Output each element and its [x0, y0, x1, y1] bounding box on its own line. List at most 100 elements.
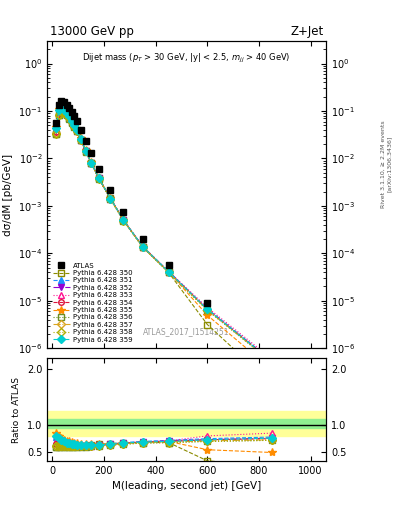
Pythia 6.428 355 — [84, 147, 88, 153]
Line: Pythia 6.428 358: Pythia 6.428 358 — [53, 109, 275, 365]
Pythia 6.428 355 — [72, 121, 77, 127]
Pythia 6.428 353 — [75, 128, 79, 134]
Pythia 6.428 359 — [69, 118, 74, 124]
Pythia 6.428 351 — [205, 306, 210, 312]
Pythia 6.428 354 — [57, 111, 61, 117]
Pythia 6.428 354 — [54, 129, 59, 135]
Pythia 6.428 350 — [140, 244, 145, 250]
Pythia 6.428 353 — [205, 305, 210, 311]
Pythia 6.428 353 — [108, 196, 113, 202]
Pythia 6.428 351 — [64, 110, 69, 116]
Pythia 6.428 352 — [166, 268, 171, 274]
Line: Pythia 6.428 354: Pythia 6.428 354 — [53, 108, 275, 364]
Pythia 6.428 351 — [270, 357, 274, 364]
Pythia 6.428 354 — [75, 128, 79, 134]
Pythia 6.428 353 — [84, 148, 88, 155]
Pythia 6.428 353 — [62, 109, 66, 115]
Line: Pythia 6.428 352: Pythia 6.428 352 — [53, 106, 275, 364]
Pythia 6.428 352 — [64, 111, 69, 117]
Pythia 6.428 359 — [205, 306, 210, 312]
Pythia 6.428 351 — [84, 148, 88, 154]
Pythia 6.428 353 — [69, 119, 74, 125]
Pythia 6.428 355 — [67, 113, 72, 119]
Pythia 6.428 356 — [89, 160, 94, 166]
Pythia 6.428 354 — [78, 137, 83, 143]
Pythia 6.428 358 — [270, 359, 274, 366]
Pythia 6.428 356 — [121, 218, 126, 224]
Pythia 6.428 353 — [121, 217, 126, 223]
Pythia 6.428 350 — [78, 137, 83, 143]
Pythia 6.428 355 — [205, 312, 210, 318]
Pythia 6.428 357 — [89, 160, 94, 166]
ATLAS — [75, 118, 79, 124]
Pythia 6.428 353 — [89, 160, 94, 166]
Pythia 6.428 359 — [54, 125, 59, 131]
Pythia 6.428 358 — [62, 110, 66, 116]
Pythia 6.428 351 — [75, 127, 79, 134]
Pythia 6.428 351 — [67, 114, 72, 120]
Pythia 6.428 350 — [166, 269, 171, 275]
Pythia 6.428 355 — [57, 106, 61, 113]
Pythia 6.428 358 — [166, 269, 171, 275]
Pythia 6.428 355 — [108, 195, 113, 201]
Pythia 6.428 358 — [75, 128, 79, 134]
Pythia 6.428 355 — [78, 135, 83, 141]
Pythia 6.428 358 — [69, 119, 74, 125]
Pythia 6.428 357 — [78, 137, 83, 143]
ATLAS — [57, 102, 61, 108]
Pythia 6.428 352 — [205, 306, 210, 312]
Pythia 6.428 356 — [166, 269, 171, 275]
Text: [arXiv:1306.3436]: [arXiv:1306.3436] — [387, 136, 391, 192]
Pythia 6.428 355 — [140, 244, 145, 250]
Pythia 6.428 350 — [205, 322, 210, 328]
Pythia 6.428 357 — [62, 109, 66, 115]
Pythia 6.428 354 — [64, 112, 69, 118]
Pythia 6.428 357 — [75, 127, 79, 134]
Pythia 6.428 354 — [59, 108, 64, 114]
Pythia 6.428 355 — [69, 117, 74, 123]
Pythia 6.428 355 — [270, 367, 274, 373]
Pythia 6.428 356 — [84, 149, 88, 155]
Pythia 6.428 353 — [64, 111, 69, 117]
Pythia 6.428 357 — [72, 123, 77, 130]
ATLAS — [78, 127, 83, 133]
Pythia 6.428 359 — [64, 110, 69, 116]
ATLAS — [166, 262, 171, 268]
Pythia 6.428 357 — [67, 115, 72, 121]
Pythia 6.428 355 — [54, 123, 59, 130]
Pythia 6.428 359 — [84, 148, 88, 154]
Pythia 6.428 357 — [121, 217, 126, 223]
Pythia 6.428 357 — [59, 108, 64, 114]
Pythia 6.428 351 — [62, 108, 66, 114]
Pythia 6.428 353 — [140, 244, 145, 250]
Pythia 6.428 350 — [84, 148, 88, 154]
ATLAS — [69, 109, 74, 115]
Pythia 6.428 351 — [59, 105, 64, 112]
Pythia 6.428 354 — [270, 358, 274, 365]
Pythia 6.428 357 — [64, 112, 69, 118]
Line: Pythia 6.428 355: Pythia 6.428 355 — [52, 103, 276, 374]
Y-axis label: Ratio to ATLAS: Ratio to ATLAS — [12, 377, 21, 442]
Pythia 6.428 357 — [96, 176, 101, 182]
Pythia 6.428 355 — [96, 175, 101, 181]
Pythia 6.428 359 — [166, 269, 171, 275]
Pythia 6.428 352 — [57, 108, 61, 114]
Pythia 6.428 355 — [62, 106, 66, 112]
Pythia 6.428 351 — [96, 175, 101, 181]
Pythia 6.428 353 — [166, 268, 171, 274]
Pythia 6.428 357 — [69, 119, 74, 125]
Pythia 6.428 353 — [270, 356, 274, 362]
Pythia 6.428 350 — [121, 217, 126, 223]
Pythia 6.428 353 — [57, 110, 61, 116]
Pythia 6.428 353 — [67, 115, 72, 121]
ATLAS — [108, 186, 113, 193]
Pythia 6.428 350 — [69, 118, 74, 124]
Pythia 6.428 358 — [59, 109, 64, 115]
Pythia 6.428 358 — [121, 218, 126, 224]
Pythia 6.428 357 — [54, 130, 59, 136]
ATLAS — [72, 113, 77, 119]
Pythia 6.428 359 — [59, 105, 64, 111]
Pythia 6.428 358 — [72, 123, 77, 130]
Pythia 6.428 351 — [69, 118, 74, 124]
ATLAS — [270, 352, 274, 358]
